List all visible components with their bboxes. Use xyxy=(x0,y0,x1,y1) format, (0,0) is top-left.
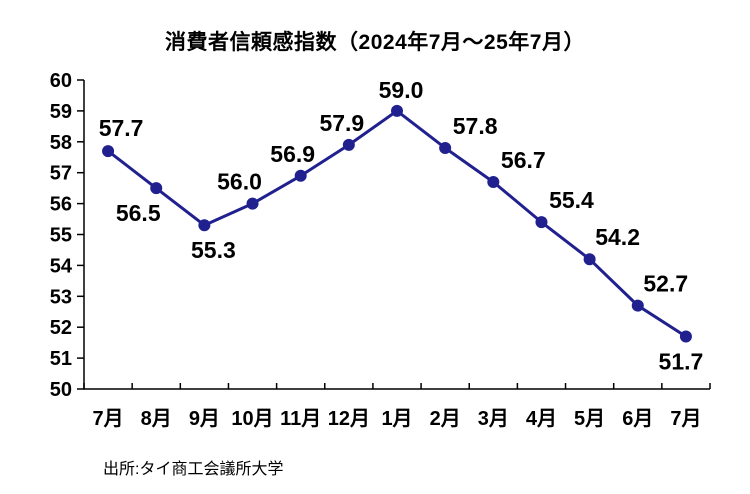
x-axis-tick-label: 10月 xyxy=(231,408,273,430)
y-axis-tick-label: 57 xyxy=(50,163,72,185)
data-point-label: 57.9 xyxy=(319,110,364,136)
data-point-label: 55.4 xyxy=(549,187,594,213)
chart-title: 消費者信頼感指数（2024年7月～25年7月） xyxy=(165,31,585,54)
x-axis-tick-label: 2月 xyxy=(430,408,461,430)
x-axis-tick-label: 3月 xyxy=(478,408,509,430)
data-point-label: 59.0 xyxy=(379,77,424,103)
data-point-marker xyxy=(487,175,500,188)
data-point-label: 57.8 xyxy=(453,113,498,139)
y-axis-tick-label: 52 xyxy=(50,317,72,339)
data-point-marker xyxy=(294,169,307,182)
y-axis-tick-label: 56 xyxy=(50,194,72,216)
y-axis-tick-label: 51 xyxy=(50,348,72,370)
data-point-marker xyxy=(439,141,452,154)
y-axis-tick-label: 59 xyxy=(50,101,72,123)
x-axis-tick-label: 6月 xyxy=(622,408,653,430)
x-axis-tick-label: 9月 xyxy=(189,408,220,430)
data-point-label: 56.9 xyxy=(270,141,315,167)
data-point-marker xyxy=(679,330,692,343)
data-point-label: 56.7 xyxy=(501,147,546,173)
x-axis-tick-label: 1月 xyxy=(381,408,412,430)
data-point-marker xyxy=(246,197,259,210)
x-axis-tick-label: 8月 xyxy=(141,408,172,430)
data-point-marker xyxy=(583,253,596,266)
x-axis-tick-label: 11月 xyxy=(280,408,321,430)
x-axis-tick-label: 7月 xyxy=(670,408,701,430)
data-point-label: 55.3 xyxy=(191,237,236,263)
data-point-marker xyxy=(198,219,211,232)
data-point-label: 51.7 xyxy=(659,348,704,374)
data-point-marker xyxy=(150,182,163,195)
source-note: 出所:タイ商工会議所大学 xyxy=(103,461,284,478)
data-point-marker xyxy=(342,138,355,151)
data-point-marker xyxy=(102,145,115,158)
x-axis-tick-label: 5月 xyxy=(574,408,605,430)
x-axis-tick-label: 4月 xyxy=(526,408,557,430)
y-axis-tick-label: 58 xyxy=(50,132,72,154)
y-axis-tick-label: 50 xyxy=(50,379,72,401)
data-point-label: 52.7 xyxy=(643,271,688,297)
data-point-marker xyxy=(631,299,644,312)
data-point-label: 54.2 xyxy=(595,224,640,250)
y-axis-tick-label: 60 xyxy=(50,70,72,92)
y-axis-tick-label: 55 xyxy=(50,225,72,247)
data-point-marker xyxy=(391,104,403,117)
y-axis-tick-label: 54 xyxy=(50,255,73,277)
data-point-label: 57.7 xyxy=(99,115,144,141)
data-point-label: 56.5 xyxy=(116,200,161,226)
x-axis-tick-label: 7月 xyxy=(93,408,124,430)
data-point-label: 56.0 xyxy=(217,169,262,195)
data-point-marker xyxy=(535,216,548,229)
x-axis-tick-label: 12月 xyxy=(328,408,370,430)
y-axis-tick-label: 53 xyxy=(50,286,72,308)
